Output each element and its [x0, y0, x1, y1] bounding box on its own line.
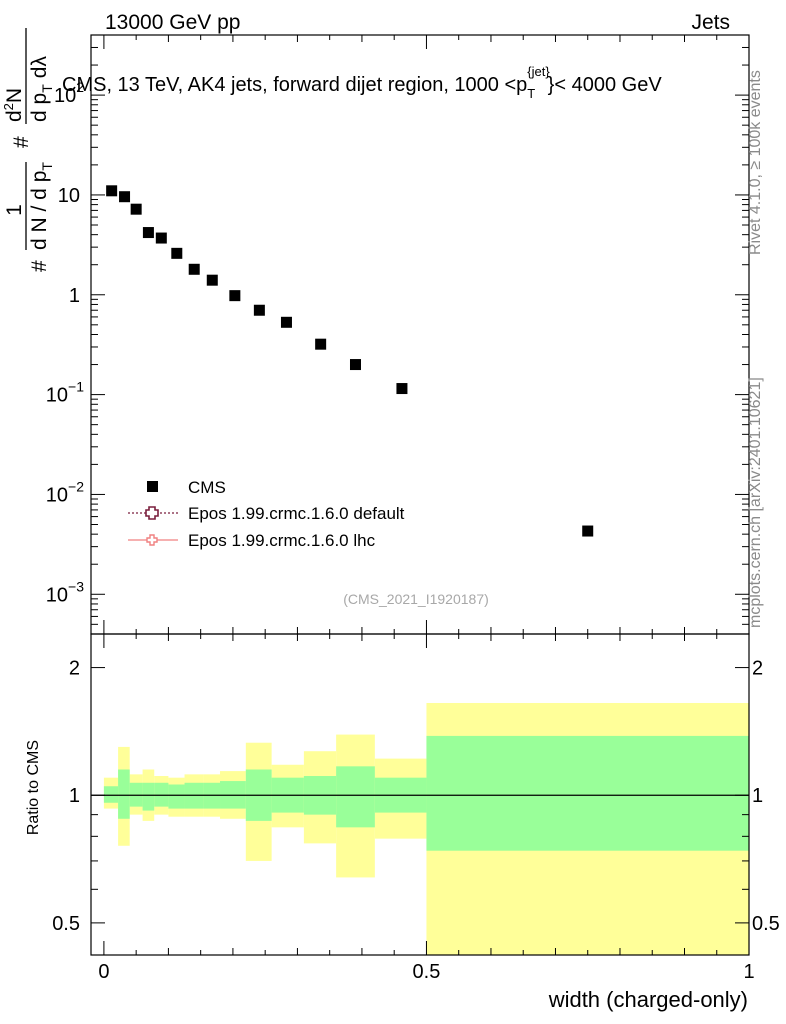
legend-label-epos-lhc: Epos 1.99.crmc.1.6.0 lhc — [188, 531, 376, 550]
ylabel-one: 1 — [3, 204, 26, 216]
svg-text:d N / d pT: d N / d pT — [28, 162, 55, 250]
cms-data-point — [188, 263, 200, 275]
x-tick-label-0: 0 — [98, 961, 109, 983]
energy-label: 13000 GeV pp — [105, 11, 240, 34]
analysis-id-label: (CMS_2021_I1920187) — [343, 591, 489, 607]
ratio-y-tick-label-right-1: 1 — [752, 785, 763, 807]
ratio-plot-area: 0 0.5 1 0.5 0.5 1 1 2 2 — [52, 633, 780, 983]
legend-marker-epos-default — [128, 506, 178, 520]
legend: CMS Epos 1.99.crmc.1.6.0 default Epos 1.… — [128, 478, 405, 550]
plot-title-sub: T — [527, 86, 535, 101]
ratio-band-inner-3 — [142, 782, 155, 811]
ylabel-numerator-N: N — [3, 88, 26, 103]
rivet-version-label: Rivet 4.1.0, ≥ 100k events — [747, 70, 764, 255]
x-axis-label: width (charged-only) — [548, 987, 748, 1012]
cms-data-point — [119, 191, 131, 203]
cms-data-point — [396, 383, 408, 395]
category-label: Jets — [691, 11, 730, 34]
ratio-y-axis-label: Ratio to CMS — [25, 740, 42, 835]
legend-marker-cms — [147, 481, 158, 492]
ylabel-dp: d p — [28, 93, 51, 122]
legend-marker-epos-lhc — [128, 534, 178, 546]
ratio-y-tick-label-left-1: 1 — [69, 785, 80, 807]
legend-label-cms: CMS — [188, 478, 226, 497]
ylabel-numerator-sup: 2 — [1, 103, 16, 110]
plot-title-end: }< 4000 GeV — [548, 74, 663, 96]
svg-text:#: # — [28, 260, 51, 272]
ratio-band-inner-14 — [426, 735, 749, 851]
cms-data-point — [229, 290, 241, 302]
ylabel-denominator-sub: T — [39, 162, 55, 171]
ylabel-dlambda: dλ — [28, 56, 51, 79]
ylabel-dp-sub: T — [39, 84, 55, 93]
ratio-y-tick-label-left-2: 2 — [69, 658, 80, 680]
main-y-axis-label: # 1 d N / d pT # d2N d pTdλ — [1, 28, 55, 272]
cms-data-point — [315, 338, 327, 350]
x-tick-label-2: 1 — [743, 961, 754, 983]
ratio-band-inner-5 — [168, 784, 185, 809]
y-tick-label-3: 1 — [69, 285, 80, 307]
y-tick-label-1: 10−2 — [46, 478, 84, 506]
cms-data-point — [349, 359, 361, 371]
cms-data-point — [130, 203, 142, 215]
y-tick-label-2: 10−1 — [46, 379, 84, 407]
ratio-band-inner-0 — [103, 786, 119, 803]
ratio-band-inner-1 — [118, 769, 130, 819]
y-tick-label-0: 10−3 — [46, 578, 84, 606]
cms-data-point — [106, 185, 118, 197]
ylabel-denominator: d N / d p — [28, 171, 51, 250]
plot-title-main: CMS, 13 TeV, AK4 jets, forward dijet reg… — [62, 74, 527, 96]
cms-data-point — [155, 232, 167, 244]
y-tick-label-5: 102 — [54, 79, 84, 107]
ratio-y-tick-label-right-0: 0.5 — [752, 913, 780, 935]
cms-data-point — [206, 274, 218, 286]
cms-data-point — [171, 247, 183, 259]
y-tick-label-4: 10 — [58, 185, 80, 207]
cms-data-point — [253, 304, 265, 316]
cms-data-point — [142, 227, 154, 239]
ratio-y-tick-label-right-2: 2 — [752, 658, 763, 680]
svg-text:d2N: d2N — [1, 88, 26, 122]
ratio-band-inner-12 — [336, 766, 375, 828]
plot-title-sup: {jet} — [527, 64, 550, 79]
cms-data-point — [280, 316, 292, 328]
ylabel-hash-1: # — [28, 260, 51, 272]
plot-title: CMS, 13 TeV, AK4 jets, forward dijet reg… — [62, 64, 662, 101]
ratio-y-tick-label-left-0: 0.5 — [52, 913, 80, 935]
source-label: mcplots.cern.ch [arXiv:2401.10621] — [747, 377, 764, 628]
ylabel-hash-2: # — [10, 136, 33, 148]
cms-data-point — [582, 525, 594, 537]
ratio-frame — [90, 633, 750, 956]
ylabel-numerator: d — [3, 110, 26, 122]
x-tick-label-1: 0.5 — [413, 961, 441, 983]
svg-text:d pTdλ: d pTdλ — [28, 56, 55, 122]
legend-label-epos-default: Epos 1.99.crmc.1.6.0 default — [188, 504, 405, 523]
